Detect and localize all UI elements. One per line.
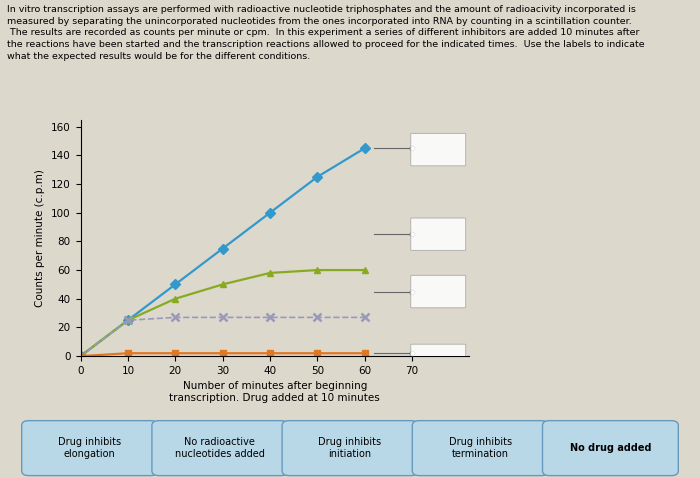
FancyBboxPatch shape bbox=[411, 344, 466, 368]
Text: In vitro transcription assays are performed with radioactive nucleotide triphosp: In vitro transcription assays are perfor… bbox=[7, 5, 645, 61]
FancyBboxPatch shape bbox=[411, 133, 466, 166]
Text: Drug inhibits
termination: Drug inhibits termination bbox=[449, 437, 512, 459]
Text: Drug inhibits
elongation: Drug inhibits elongation bbox=[58, 437, 121, 459]
Text: No drug added: No drug added bbox=[570, 443, 651, 453]
FancyBboxPatch shape bbox=[411, 218, 466, 250]
Y-axis label: Counts per minute (c.p.m): Counts per minute (c.p.m) bbox=[36, 169, 46, 307]
X-axis label: Number of minutes after beginning
transcription. Drug added at 10 minutes: Number of minutes after beginning transc… bbox=[169, 381, 380, 403]
Text: Drug inhibits
initiation: Drug inhibits initiation bbox=[318, 437, 382, 459]
FancyBboxPatch shape bbox=[411, 275, 466, 308]
Text: No radioactive
nucleotides added: No radioactive nucleotides added bbox=[175, 437, 265, 459]
